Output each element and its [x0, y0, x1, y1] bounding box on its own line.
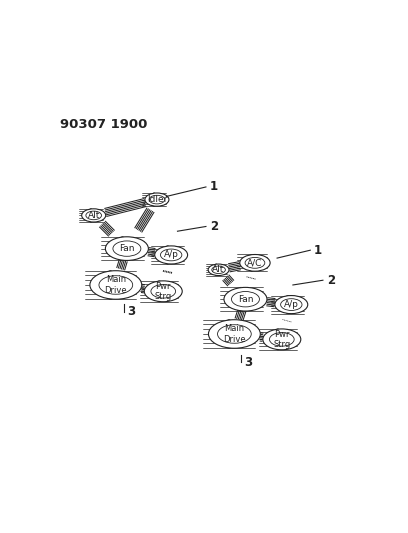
Ellipse shape — [105, 237, 149, 261]
Ellipse shape — [208, 320, 260, 348]
Ellipse shape — [155, 246, 188, 264]
Text: Idler: Idler — [147, 195, 167, 204]
Ellipse shape — [237, 287, 246, 311]
Polygon shape — [241, 287, 250, 311]
Ellipse shape — [145, 193, 169, 206]
Ellipse shape — [274, 329, 282, 350]
Polygon shape — [229, 320, 240, 348]
Text: Fan: Fan — [119, 244, 135, 253]
Text: Pwr
Strg: Pwr Strg — [273, 330, 290, 349]
Ellipse shape — [82, 209, 106, 222]
Ellipse shape — [281, 298, 302, 310]
Polygon shape — [168, 246, 175, 264]
Polygon shape — [216, 264, 221, 276]
Ellipse shape — [212, 266, 225, 273]
Ellipse shape — [214, 264, 219, 276]
Text: 2: 2 — [210, 220, 218, 233]
Text: 2: 2 — [327, 274, 335, 287]
Ellipse shape — [231, 292, 259, 307]
Text: 1: 1 — [314, 244, 322, 257]
Ellipse shape — [224, 287, 267, 311]
Ellipse shape — [99, 276, 133, 294]
Ellipse shape — [284, 295, 291, 313]
Polygon shape — [278, 329, 286, 350]
Ellipse shape — [160, 249, 182, 261]
Ellipse shape — [248, 254, 255, 271]
Text: A/p: A/p — [284, 300, 299, 309]
Polygon shape — [111, 271, 121, 299]
Ellipse shape — [113, 241, 141, 256]
Ellipse shape — [275, 295, 308, 313]
Text: Main
Drive: Main Drive — [223, 324, 246, 344]
Ellipse shape — [151, 193, 157, 206]
Text: Fan: Fan — [238, 295, 253, 304]
Ellipse shape — [86, 211, 102, 220]
Ellipse shape — [144, 281, 182, 302]
Polygon shape — [252, 254, 258, 271]
Ellipse shape — [155, 281, 163, 302]
Ellipse shape — [208, 264, 229, 276]
Ellipse shape — [217, 325, 251, 343]
Text: 3: 3 — [128, 305, 135, 318]
Text: 90307 1900: 90307 1900 — [60, 118, 148, 131]
Text: A/C: A/C — [247, 259, 263, 268]
Ellipse shape — [224, 320, 234, 348]
Ellipse shape — [90, 271, 142, 299]
Polygon shape — [159, 281, 167, 302]
Polygon shape — [91, 209, 97, 222]
Text: Main
Drive: Main Drive — [104, 275, 127, 295]
Text: Alt: Alt — [87, 211, 100, 220]
Text: A/p: A/p — [164, 251, 179, 260]
Polygon shape — [288, 295, 295, 313]
Ellipse shape — [149, 195, 165, 204]
Ellipse shape — [245, 257, 265, 268]
Ellipse shape — [240, 254, 270, 271]
Ellipse shape — [118, 237, 127, 261]
Polygon shape — [154, 193, 160, 206]
Text: 1: 1 — [210, 181, 218, 193]
Text: 3: 3 — [244, 356, 253, 369]
Ellipse shape — [270, 333, 294, 346]
Ellipse shape — [88, 209, 94, 222]
Ellipse shape — [151, 285, 175, 298]
Ellipse shape — [105, 271, 116, 299]
Polygon shape — [122, 237, 131, 261]
Text: Alt: Alt — [213, 265, 225, 274]
Text: Pwr
Strg: Pwr Strg — [155, 281, 172, 301]
Ellipse shape — [164, 246, 171, 264]
Ellipse shape — [263, 329, 301, 350]
